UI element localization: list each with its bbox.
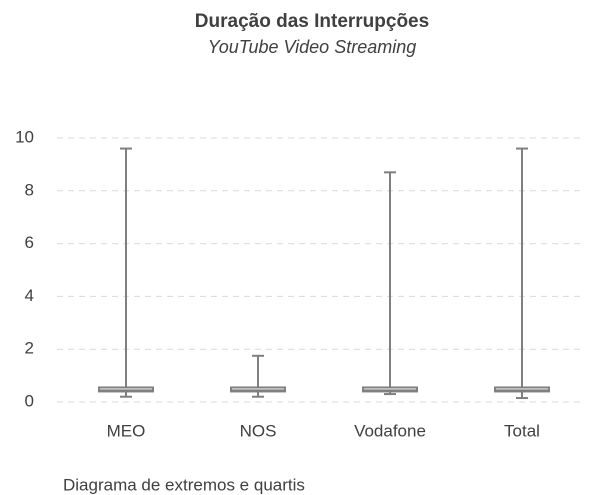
x-tick-label: NOS xyxy=(240,421,277,440)
y-tick-label: 4 xyxy=(25,286,34,305)
chart-title: Duração das Interrupções xyxy=(195,11,429,32)
chart-subtitle: YouTube Video Streaming xyxy=(208,37,416,57)
x-tick-label: MEO xyxy=(107,421,146,440)
footnote: Diagrama de extremos e quartis xyxy=(63,475,305,494)
y-tick-label: 2 xyxy=(25,339,34,358)
x-tick-label: Total xyxy=(504,421,540,440)
x-tick-label: Vodafone xyxy=(354,421,426,440)
y-tick-label: 0 xyxy=(25,391,34,410)
y-tick-label: 8 xyxy=(25,180,34,199)
y-tick-label: 10 xyxy=(15,127,34,146)
y-tick-label: 6 xyxy=(25,233,34,252)
